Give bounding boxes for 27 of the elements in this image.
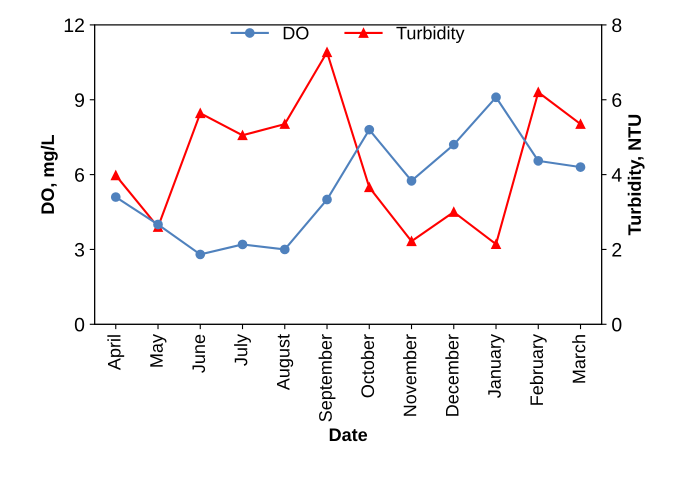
y-tick-label: 12 [64,18,84,32]
x-tick-label: August [277,334,294,390]
x-tick-label: June [192,334,206,373]
y-tick-label: 9 [75,93,84,107]
x-tick-label: November [403,334,416,416]
y-axis-title: DO, mg/L [40,135,58,214]
y2-tick-label: 8 [612,18,622,32]
y-tick-label: 3 [74,242,84,257]
x-tick-label: January [488,334,504,398]
x-tick-label: April [107,335,124,370]
legend-label: DO [284,26,308,40]
x-tick-label: July [234,334,251,366]
y2-tick-label: 6 [612,93,622,107]
y-tick-label: 6 [75,168,84,182]
x-tick-label: December [445,334,459,416]
y2-tick-label: 4 [612,168,622,182]
x-tick-label: October [360,334,374,398]
x-tick-label: March [572,335,586,383]
x-axis-title: Date [330,428,368,442]
x-tick-label: February [530,334,547,405]
y2-axis-title: Turbidity, NTU [628,114,645,236]
x-tick-label: May [150,334,166,367]
y-tick-label: 0 [74,318,84,332]
x-tick-label: September [318,334,336,422]
y2-tick-label: 2 [612,242,622,256]
legend-label: Turbidity [396,26,465,44]
y2-tick-label: 0 [612,318,622,332]
